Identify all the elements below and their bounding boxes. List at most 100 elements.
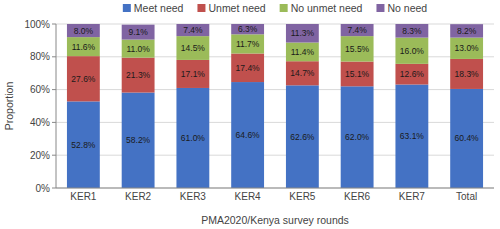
- y-tick-label: 20%: [30, 150, 50, 161]
- data-label: 64.6%: [236, 130, 261, 140]
- data-label: 14.7%: [290, 68, 315, 78]
- data-label: 58.2%: [126, 135, 151, 145]
- data-label: 12.6%: [400, 69, 425, 79]
- bar-segment: [450, 38, 483, 59]
- bar-segment: [176, 88, 209, 188]
- x-tick-label: Total: [456, 191, 477, 202]
- data-label: 52.8%: [71, 140, 96, 150]
- x-tick-label: KER7: [399, 191, 426, 202]
- bar-segment: [122, 93, 155, 188]
- data-label: 62.0%: [345, 132, 370, 142]
- bar-segment: [67, 37, 100, 56]
- data-label: 13.0%: [455, 43, 480, 53]
- bar-segment: [231, 34, 264, 53]
- legend-swatch: [280, 4, 288, 12]
- bar-segment: [450, 89, 483, 188]
- data-label: 7.4%: [347, 25, 367, 35]
- x-axis-label: PMA2020/Kenya survey rounds: [201, 214, 349, 226]
- bar-segment: [231, 24, 264, 34]
- data-label: 21.3%: [126, 70, 151, 80]
- legend: Meet need Unmet need No unmet need No need: [123, 2, 427, 14]
- bar-segment: [395, 85, 428, 188]
- legend-label: No need: [387, 2, 427, 14]
- x-tick-label: KER2: [125, 191, 152, 202]
- y-tick: [52, 89, 56, 90]
- y-tick: [52, 56, 56, 57]
- bar-segment: [286, 85, 319, 188]
- bar-segment: [176, 24, 209, 36]
- y-tick: [52, 24, 56, 25]
- y-tick-label: 80%: [30, 51, 50, 62]
- data-label: 11.0%: [126, 44, 150, 54]
- data-label: 7.4%: [183, 25, 203, 35]
- y-tick: [52, 188, 56, 189]
- bar-segment: [395, 24, 428, 38]
- data-label: 8.3%: [402, 26, 422, 36]
- bar-segment: [67, 101, 100, 188]
- data-label: 17.1%: [181, 69, 206, 79]
- bar-segment: [176, 36, 209, 60]
- data-label: 11.4%: [291, 47, 315, 57]
- bar-segment: [176, 60, 209, 88]
- y-tick-label: 60%: [30, 84, 50, 95]
- x-tick-label: KER6: [344, 191, 371, 202]
- bar-segment: [231, 82, 264, 188]
- data-label: 62.6%: [290, 132, 315, 142]
- legend-swatch: [123, 4, 131, 12]
- data-label: 8.0%: [74, 26, 94, 36]
- data-label: 14.5%: [181, 43, 206, 53]
- legend-swatch: [197, 4, 205, 12]
- data-label: 17.4%: [236, 63, 261, 73]
- bar-segment: [286, 24, 319, 43]
- y-tick-label: 0%: [36, 183, 51, 194]
- x-tick-label: KER3: [180, 191, 207, 202]
- data-label: 60.4%: [455, 133, 480, 143]
- chart: 0% 20% 40% 60% 80% 100% 52.8% 27.6% 11.6% 8.0% 58.…: [0, 0, 500, 229]
- x-tick-label: KER4: [235, 191, 262, 202]
- data-label: 8.2%: [457, 26, 477, 36]
- y-tick: [52, 122, 56, 123]
- y-tick-label: 100%: [24, 19, 50, 30]
- data-label: 11.7%: [236, 39, 260, 49]
- legend-label: Unmet need: [208, 2, 265, 14]
- bar-segment: [450, 24, 483, 37]
- data-label: 63.1%: [400, 131, 425, 141]
- y-tick-label: 40%: [30, 117, 50, 128]
- bar-segment: [395, 38, 428, 64]
- y-axis: [56, 24, 57, 188]
- data-label: 11.3%: [291, 28, 315, 38]
- bar-segment: [122, 25, 155, 40]
- y-axis-label: Proportion: [3, 82, 15, 131]
- data-label: 6.3%: [238, 24, 258, 34]
- bar-segment: [67, 24, 100, 37]
- data-label: 15.5%: [345, 44, 370, 54]
- data-label: 9.1%: [128, 27, 148, 37]
- y-tick: [52, 155, 56, 156]
- bar-segment: [341, 24, 374, 36]
- bar-segment: [286, 61, 319, 85]
- bar-segment: [231, 54, 264, 83]
- data-label: 18.3%: [455, 69, 480, 79]
- bar-segment: [122, 58, 155, 93]
- x-axis: [56, 188, 494, 189]
- data-label: 15.1%: [345, 69, 370, 79]
- grid-line: [56, 188, 494, 189]
- legend-swatch: [376, 4, 384, 12]
- bar-segment: [67, 56, 100, 101]
- bar-segment: [122, 40, 155, 58]
- bar-segment: [450, 59, 483, 89]
- bar-segment: [341, 36, 374, 61]
- bar-segment: [395, 64, 428, 85]
- x-tick-label: KER1: [70, 191, 97, 202]
- bar-segment: [341, 62, 374, 87]
- data-label: 16.0%: [400, 46, 425, 56]
- x-tick-label: KER5: [289, 191, 316, 202]
- legend-label: Meet need: [134, 2, 184, 14]
- data-label: 27.6%: [71, 74, 96, 84]
- bars: [67, 24, 483, 188]
- data-label: 11.6%: [72, 42, 96, 52]
- data-label: 61.0%: [181, 133, 206, 143]
- bar-segment: [286, 43, 319, 62]
- bar-segment: [341, 86, 374, 188]
- legend-label: No unmet need: [291, 2, 363, 14]
